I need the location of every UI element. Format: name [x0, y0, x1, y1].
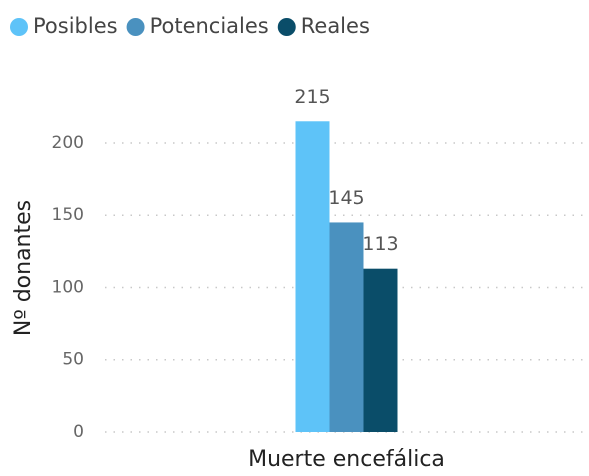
y-tick-label: 200: [52, 133, 84, 153]
data-label: 145: [328, 187, 364, 209]
y-tick-label: 50: [62, 350, 84, 370]
y-tick-label: 150: [52, 205, 84, 225]
y-axis-label: Nº donantes: [11, 200, 36, 336]
data-label: 215: [294, 86, 330, 108]
legend-marker: [10, 18, 28, 36]
bar: [329, 222, 364, 432]
bar: [295, 121, 330, 432]
y-tick-label: 0: [73, 422, 84, 442]
legend-label: Posibles: [33, 14, 118, 38]
legend-label: Reales: [301, 14, 370, 38]
y-tick-label: 100: [52, 277, 84, 297]
legend-marker: [277, 18, 296, 36]
legend-label: Potenciales: [150, 14, 269, 38]
legend-marker: [126, 18, 145, 36]
x-tick-label: Muerte encefálica: [248, 447, 445, 472]
bar: [363, 268, 398, 432]
data-label: 113: [362, 233, 398, 255]
